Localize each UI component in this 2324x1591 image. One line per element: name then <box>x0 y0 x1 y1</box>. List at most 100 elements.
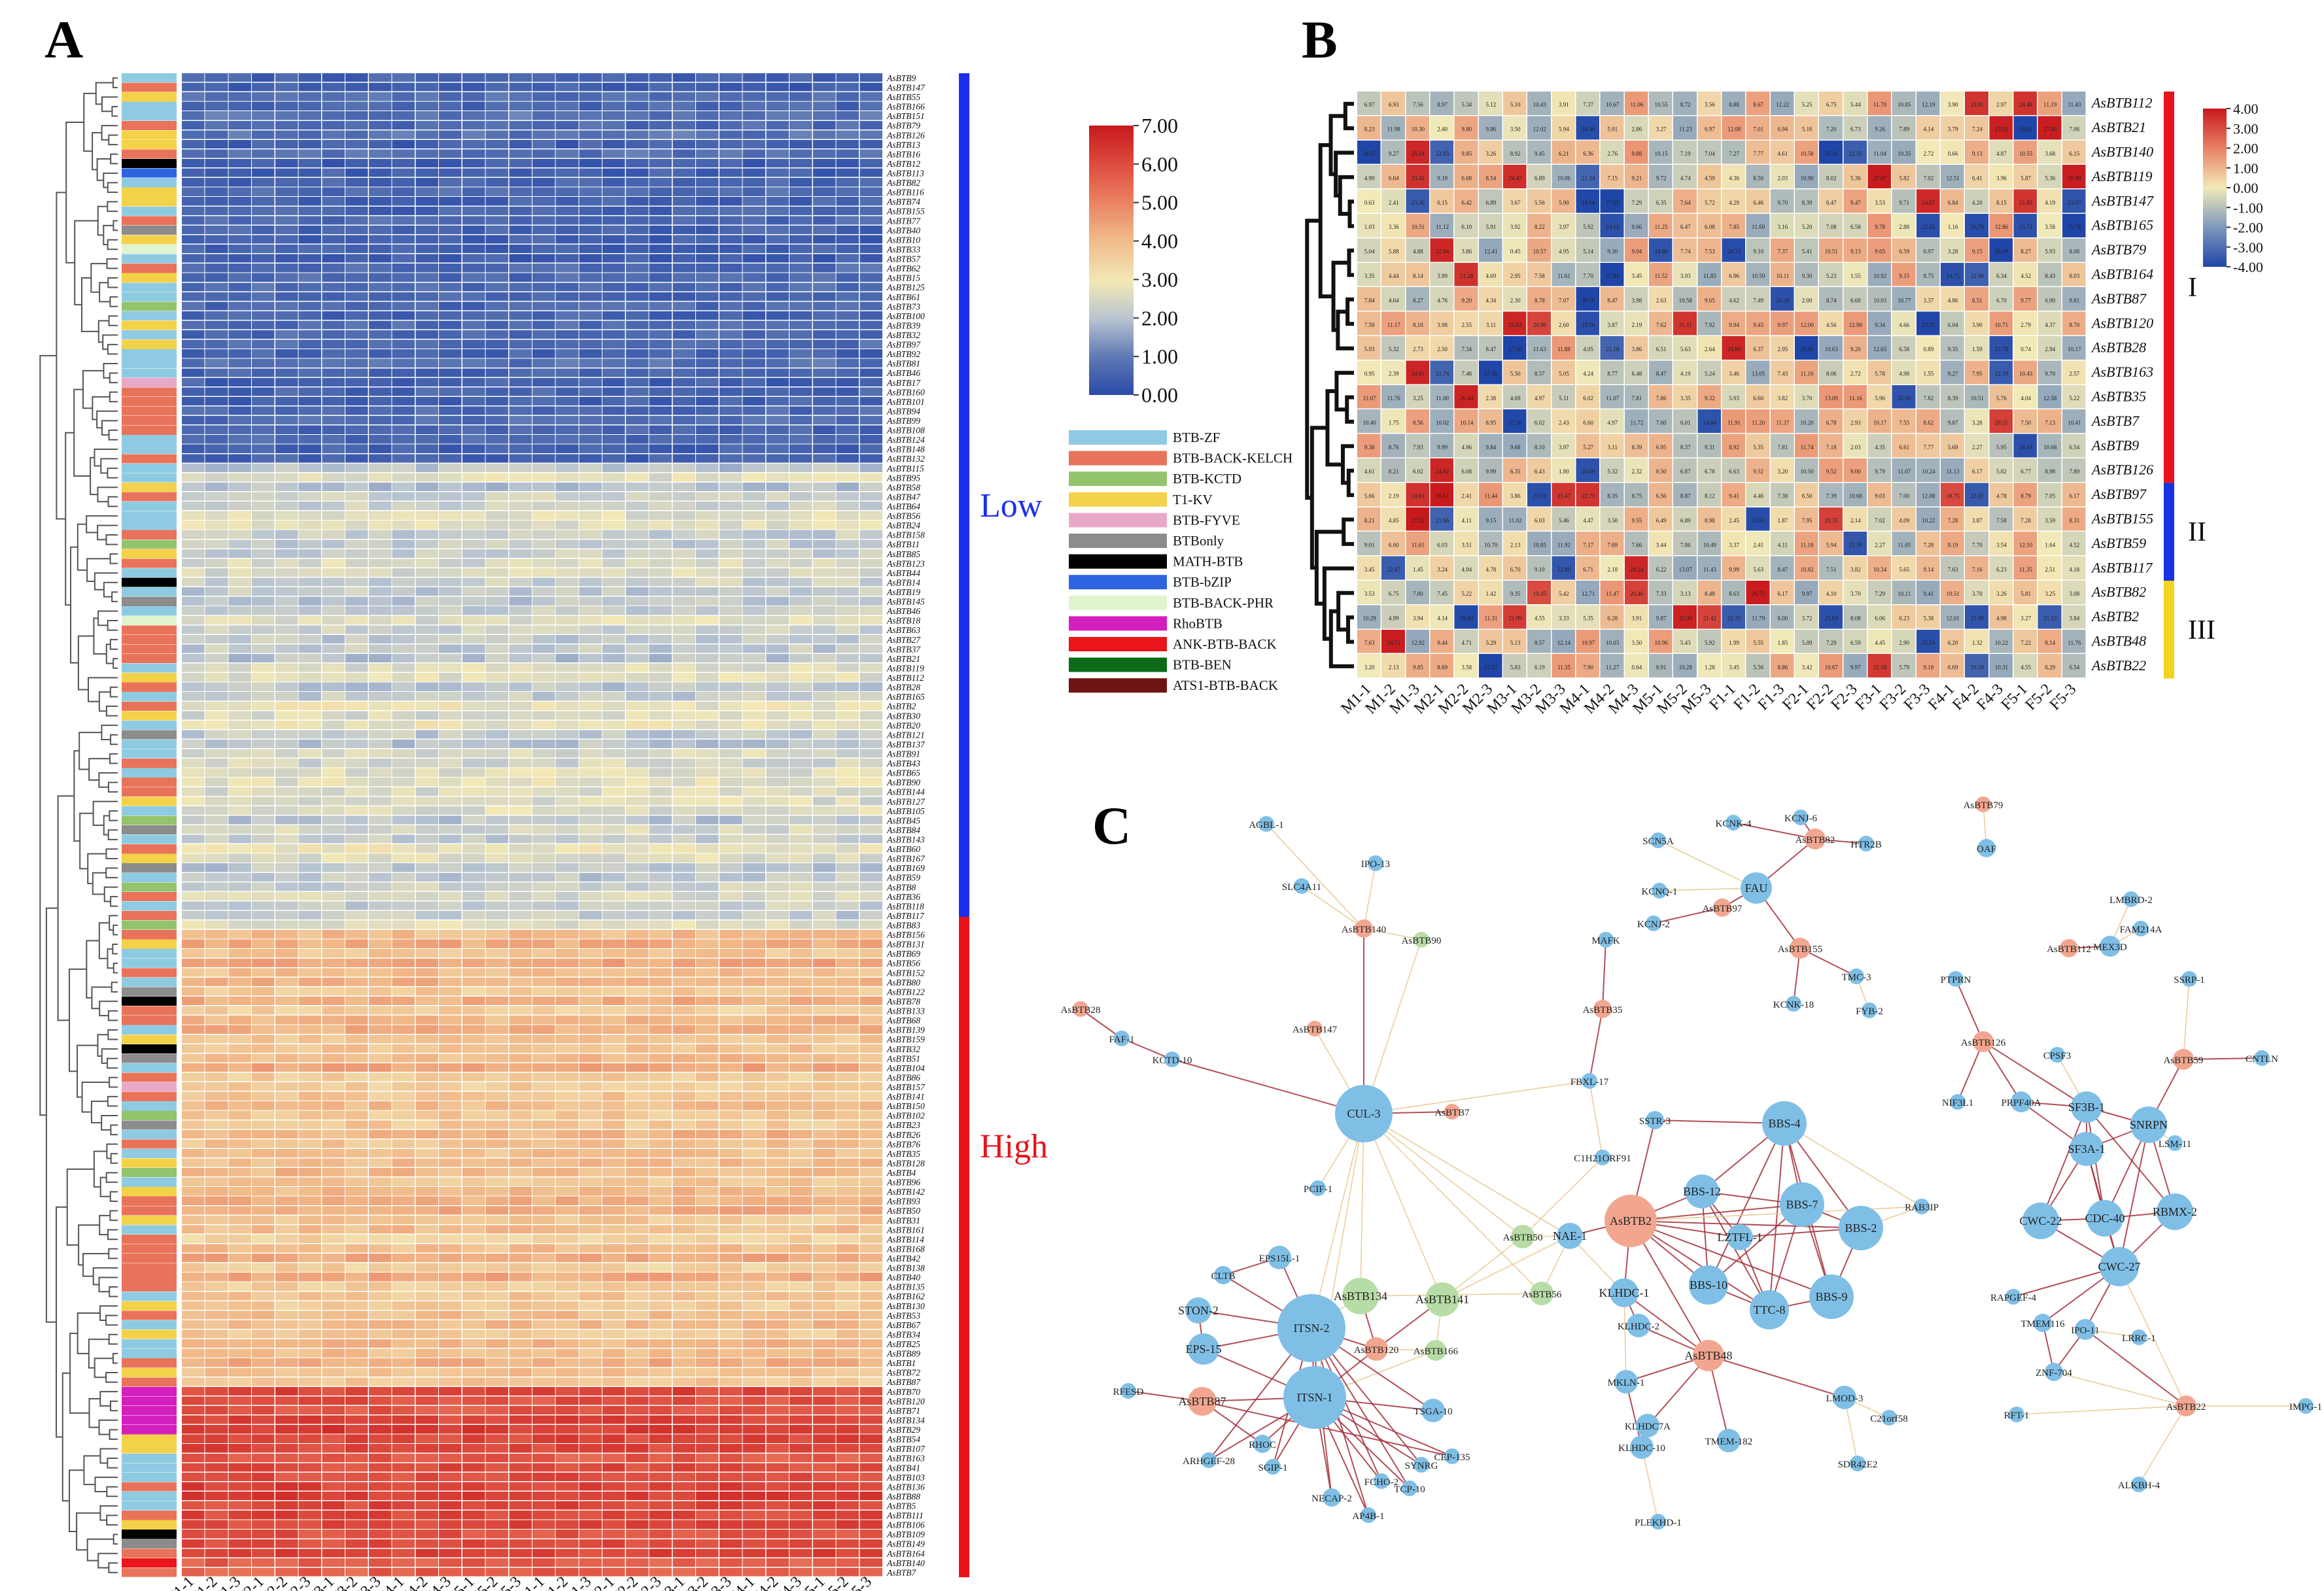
heatmap-a-cell <box>532 1092 555 1101</box>
heatmap-a-cell <box>322 882 345 891</box>
heatmap-a-cell <box>415 901 438 910</box>
heatmap-a-cell <box>626 1111 649 1120</box>
heatmap-a-cell <box>672 940 695 948</box>
heatmap-a-cell <box>626 368 649 377</box>
heatmap-a-cell <box>439 940 462 948</box>
tree-branch-a <box>100 1306 118 1320</box>
tree-branch-a <box>95 449 118 466</box>
heatmap-a-cell <box>813 683 836 691</box>
heatmap-a-cell <box>275 1473 298 1481</box>
heatmap-a-cell <box>182 178 205 186</box>
heatmap-a-cell <box>813 464 836 472</box>
tree-branch-a <box>99 1277 118 1292</box>
heatmap-a-cell <box>415 625 438 634</box>
heatmap-a-cell <box>602 521 625 529</box>
heatmap-a-cell <box>859 1387 882 1395</box>
heatmap-a-cell <box>322 796 345 805</box>
heatmap-a-cell <box>322 997 345 1005</box>
heatmap-a-cell <box>252 1473 275 1481</box>
heatmap-a-cell <box>626 245 649 253</box>
heatmap-a-cell <box>602 340 625 349</box>
heatmap-a-cell <box>275 740 298 748</box>
heatmap-a-cell <box>672 815 695 824</box>
heatmap-a-cell <box>579 464 602 472</box>
heatmap-a-cell <box>696 835 719 844</box>
heatmap-a-cell <box>579 378 602 386</box>
heatmap-a-cell <box>392 1492 415 1500</box>
heatmap-a-cell <box>322 1273 345 1281</box>
heatmap-a-cell <box>602 1035 625 1043</box>
heatmap-a-cell <box>672 226 695 234</box>
heatmap-a-cell <box>813 292 836 301</box>
heatmap-a-cell <box>252 1520 275 1529</box>
heatmap-a-cell <box>369 349 392 358</box>
heatmap-a-cell <box>369 111 392 120</box>
heatmap-a-cell <box>275 492 298 501</box>
heatmap-a-cell <box>859 1178 882 1186</box>
heatmap-a-cell <box>369 149 392 158</box>
heatmap-a-cell <box>299 854 322 863</box>
heatmap-a-cell <box>579 320 602 329</box>
heatmap-a-cell <box>859 1168 882 1176</box>
heatmap-a-cell <box>439 1377 462 1386</box>
heatmap-a-cell <box>743 635 766 643</box>
heatmap-a-cell <box>228 140 251 148</box>
heatmap-a-cell <box>650 301 672 310</box>
heatmap-a-cell <box>462 359 485 368</box>
heatmap-a-cell <box>626 188 649 196</box>
heatmap-a-cell <box>650 796 672 805</box>
heatmap-a-cell <box>345 863 368 872</box>
heatmap-a-cell <box>672 197 695 205</box>
heatmap-a-cell <box>626 292 649 301</box>
heatmap-a-cell <box>299 587 322 596</box>
heatmap-a-cell <box>462 483 485 491</box>
heatmap-a-cell <box>439 1158 462 1167</box>
tree-branch-a <box>109 830 118 840</box>
heatmap-a-cell <box>228 1492 251 1500</box>
heatmap-a-cell <box>252 1197 275 1205</box>
heatmap-a-cell <box>299 1320 322 1329</box>
heatmap-a-cell <box>696 778 719 786</box>
heatmap-a-cell <box>439 245 462 253</box>
heatmap-a-cell <box>392 997 415 1005</box>
heatmap-a-cell <box>626 1330 649 1339</box>
heatmap-a-cell <box>415 835 438 844</box>
heatmap-a-cell <box>439 1244 462 1253</box>
heatmap-a-cell <box>252 521 275 529</box>
heatmap-a-cell <box>228 1130 251 1138</box>
heatmap-a-cell <box>556 796 579 805</box>
heatmap-a-cell <box>532 1053 555 1062</box>
heatmap-a-cell <box>462 549 485 558</box>
heatmap-a-cell <box>579 1216 602 1224</box>
heatmap-a-cell <box>486 683 509 691</box>
heatmap-a-cell <box>182 1158 205 1167</box>
heatmap-a-cell <box>322 1435 345 1443</box>
tree-branch-a <box>108 1097 118 1106</box>
heatmap-a-cell <box>415 730 438 738</box>
heatmap-a-cell <box>556 378 579 386</box>
heatmap-a-cell <box>556 730 579 738</box>
heatmap-a-cell <box>182 568 205 577</box>
heatmap-a-cell <box>743 320 766 329</box>
heatmap-a-cell <box>789 1082 812 1091</box>
heatmap-a-cell <box>532 254 555 263</box>
heatmap-a-cell <box>252 740 275 748</box>
heatmap-a-cell <box>345 968 368 976</box>
heatmap-a-cell <box>837 921 859 929</box>
heatmap-a-cell <box>392 1006 415 1015</box>
heatmap-a-cell <box>696 254 719 263</box>
heatmap-a-cell <box>415 1320 438 1329</box>
heatmap-a-cell <box>275 949 298 957</box>
heatmap-a-cell <box>205 378 228 386</box>
heatmap-a-cell <box>345 1178 368 1186</box>
heatmap-a-cell <box>182 1425 205 1433</box>
heatmap-a-cell <box>650 1053 672 1062</box>
heatmap-a-cell <box>392 492 415 501</box>
family-strip-cell <box>122 1130 177 1139</box>
heatmap-a-cell <box>650 359 672 368</box>
heatmap-a-cell <box>720 1006 742 1015</box>
heatmap-a-cell <box>789 235 812 243</box>
heatmap-a-cell <box>252 1301 275 1310</box>
heatmap-a-cell <box>415 978 438 986</box>
heatmap-a-cell <box>789 1330 812 1339</box>
